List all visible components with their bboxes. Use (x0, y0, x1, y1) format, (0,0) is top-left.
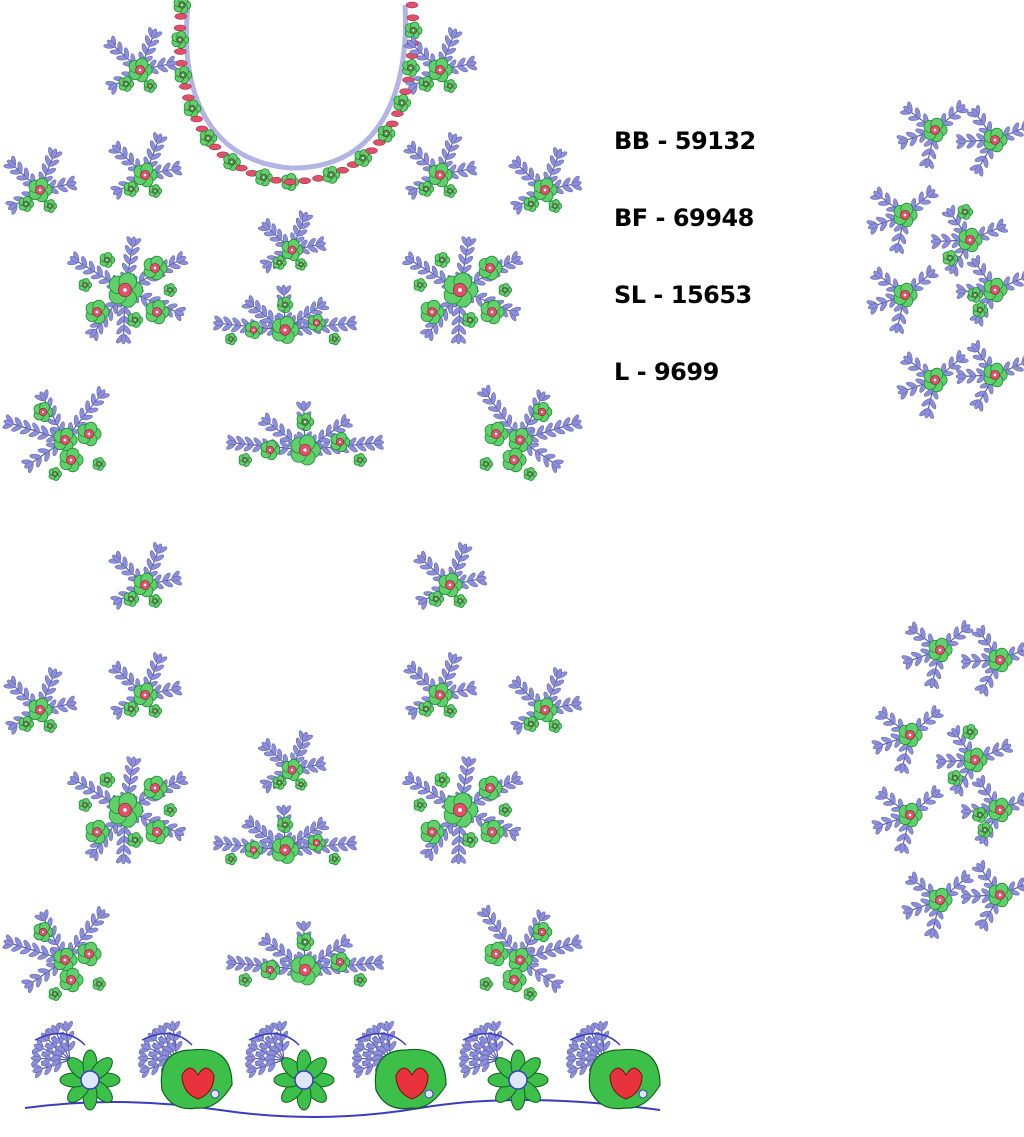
front-motif-center-bottom (226, 920, 384, 987)
neckline-motif (171, 0, 423, 191)
front-motif-bottom-right (477, 904, 583, 1001)
front-motif-center-spray (213, 804, 357, 866)
back-motif-center-bottom (226, 400, 384, 467)
front-motif-shoulder-left (3, 667, 78, 735)
back-motif-center-spray (213, 284, 357, 346)
back-motif-shoulder-left (3, 147, 78, 215)
front-motif-shoulder-right (508, 667, 583, 735)
back-motif-bottom-left (2, 386, 110, 481)
front-motif-center-top (258, 730, 327, 794)
border-lace-motif (24, 1021, 661, 1119)
code-back-blouse: BB - 59132 (614, 127, 756, 155)
motif-top-left (108, 542, 183, 610)
back-motif-bottom-right (477, 384, 583, 481)
sleeve-motif-bottom (871, 620, 1024, 939)
back-motif-large-right (402, 236, 524, 345)
code-blouse-front: BF - 69948 (614, 204, 754, 232)
motif-top-right (403, 27, 478, 95)
code-lace: L - 9699 (614, 358, 719, 386)
back-motif-shoulder-right (508, 147, 583, 215)
front-motif-bottom-left (2, 906, 110, 1001)
front-motif-large-right (402, 756, 524, 865)
front-motif-shoulder-mid-left (108, 652, 183, 720)
motif-top-right (413, 542, 488, 610)
sleeve-motif-top (866, 100, 1024, 419)
design-codes: BB - 59132 BF - 69948 SL - 15653 L - 969… (614, 126, 756, 434)
back-motif-shoulder-mid-right (403, 132, 478, 200)
code-sleeve: SL - 15653 (614, 281, 752, 309)
front-motif-large-left (67, 756, 189, 865)
motif-top-left (103, 27, 178, 95)
back-motif-shoulder-mid-left (108, 132, 183, 200)
back-motif-large-left (67, 236, 189, 345)
back-motif-center-top (258, 210, 327, 274)
front-motif-shoulder-mid-right (403, 652, 478, 720)
